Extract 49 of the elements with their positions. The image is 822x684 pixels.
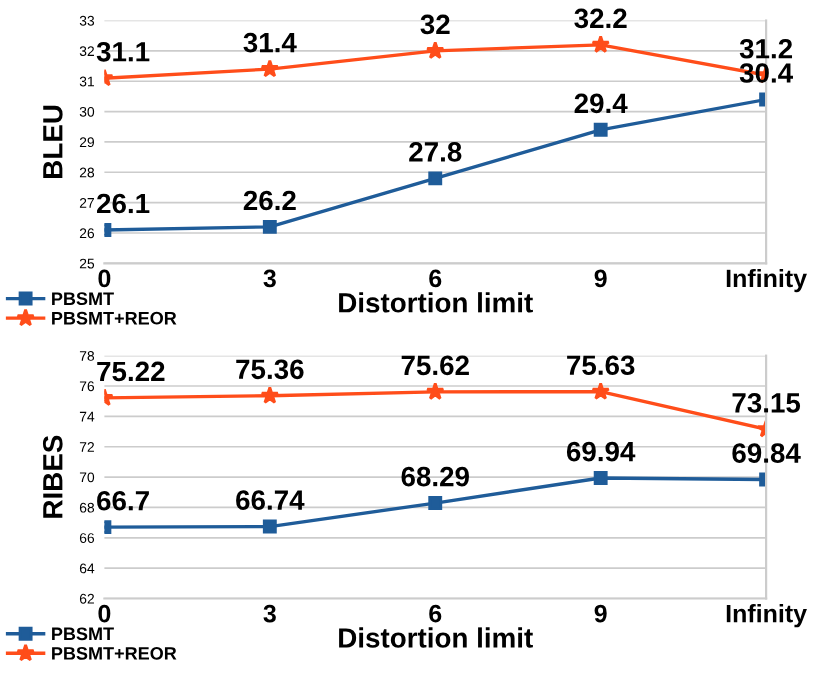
data-label: 69.94 [566,441,636,462]
data-label: 68.29 [401,466,469,487]
data-label: 66.7 [97,490,149,511]
point [428,171,443,186]
x-tick-label: 0 [98,269,111,288]
data-label: 66.74 [236,490,305,510]
data-label: 31.1 [96,41,150,62]
x-tick-label: 3 [263,269,276,288]
x-tick-label: 9 [594,269,607,288]
y-axis-title: RIBES [42,435,63,518]
data-label: 27.8 [409,142,462,162]
data-label: 26.1 [97,193,150,214]
x-axis-title: Distortion limit [339,292,533,313]
x-tick-label: 6 [429,604,442,623]
x-tick-label: 9 [594,604,607,623]
x-axis-title: Distortion limit [339,627,533,648]
legend-label: PBSMT+REOR [52,646,177,660]
point [425,41,445,59]
point [593,471,608,485]
x-tick-label: 3 [263,604,276,623]
data-label: 75.36 [236,359,304,380]
point [260,386,280,404]
data-label: 31.2 [739,38,793,59]
x-tick-label: 0 [98,604,111,623]
point [593,122,608,137]
data-label: 75.63 [567,355,635,376]
data-label: 73.15 [732,393,801,413]
point [260,59,280,78]
x-tick-label: Infinity [726,604,807,628]
point [428,496,443,510]
legend-label: PBSMT [52,292,114,306]
data-label: 75.62 [401,355,469,376]
data-label: 26.2 [243,190,296,211]
x-tick-label: 6 [429,269,442,288]
x-tick-label: Infinity [726,268,807,293]
legend-label: PBSMT [52,627,114,641]
y-axis-title: BLEU [43,105,63,178]
point [591,381,610,400]
point [425,382,445,400]
point [262,219,277,234]
legend-label: PBSMT+REOR [52,311,177,325]
data-label: 29.4 [574,93,628,114]
point [591,35,610,53]
data-label: 31.4 [243,32,297,53]
data-label: 69.84 [732,443,801,463]
point [262,519,277,534]
data-label: 75.22 [97,361,165,382]
data-label: 32.2 [574,8,627,29]
data-label: 32 [420,14,450,35]
